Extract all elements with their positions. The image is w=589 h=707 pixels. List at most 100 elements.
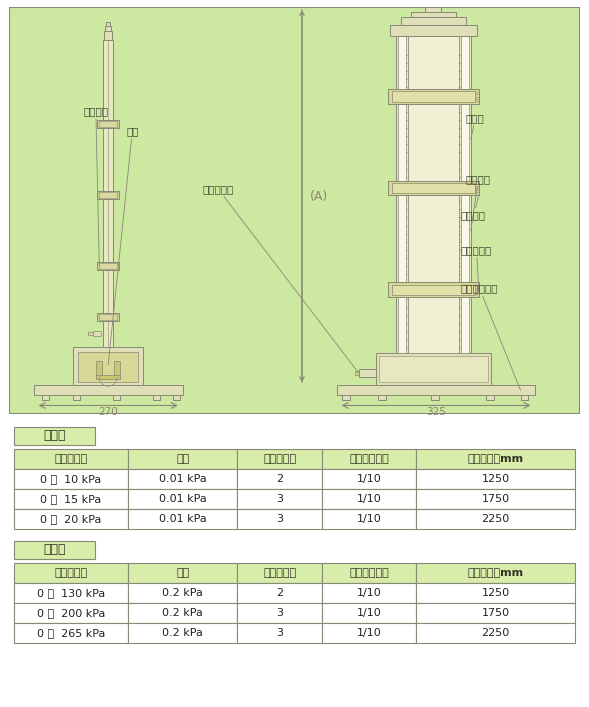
Text: カーソル数: カーソル数 — [263, 454, 296, 464]
Bar — [14, 469, 128, 489]
Text: 3: 3 — [276, 514, 283, 524]
Bar — [376, 353, 491, 385]
Text: カーソル数: カーソル数 — [263, 568, 296, 578]
Bar — [96, 361, 102, 379]
Text: 0.2 kPa: 0.2 kPa — [163, 608, 203, 618]
Bar — [97, 191, 119, 199]
Text: 液槽: 液槽 — [108, 126, 138, 365]
Bar — [416, 489, 575, 509]
Bar — [322, 469, 416, 489]
Text: 0.01 kPa: 0.01 kPa — [159, 493, 207, 503]
Bar — [103, 40, 113, 346]
Text: 目量: 目量 — [176, 568, 189, 578]
Bar — [128, 563, 237, 583]
Bar — [153, 395, 160, 400]
Bar — [42, 395, 48, 400]
Text: 0.2 kPa: 0.2 kPa — [163, 588, 203, 598]
Text: (A): (A) — [310, 189, 328, 203]
Bar — [128, 469, 237, 489]
Text: 325: 325 — [426, 407, 446, 418]
Bar — [237, 563, 322, 583]
Bar — [416, 469, 575, 489]
Bar — [237, 469, 322, 489]
Bar — [14, 603, 128, 623]
Bar — [388, 89, 479, 104]
Bar — [322, 623, 416, 643]
Text: 0 ～  10 kPa: 0 ～ 10 kPa — [40, 474, 101, 484]
Bar — [14, 489, 128, 509]
Text: カーソル: カーソル — [84, 106, 108, 265]
Bar — [14, 541, 95, 559]
Text: ガラス管: ガラス管 — [466, 174, 491, 230]
Text: 1/10: 1/10 — [357, 493, 382, 503]
Text: 2: 2 — [276, 474, 283, 484]
Text: バーニヤ: バーニヤ — [461, 195, 486, 221]
Text: 2250: 2250 — [482, 514, 510, 524]
Bar — [14, 583, 128, 603]
Bar — [416, 509, 575, 529]
Text: 水　柱: 水 柱 — [43, 429, 66, 442]
Text: 0 ～  20 kPa: 0 ～ 20 kPa — [40, 514, 102, 524]
Text: 1/10: 1/10 — [357, 608, 382, 618]
Bar — [416, 449, 575, 469]
Text: 正圧接続口: 正圧接続口 — [203, 184, 359, 373]
Bar — [100, 314, 117, 320]
Bar — [74, 346, 143, 385]
Bar — [237, 509, 322, 529]
Bar — [459, 35, 471, 353]
Bar — [322, 603, 416, 623]
Bar — [97, 313, 119, 321]
Bar — [486, 395, 494, 400]
Text: 1250: 1250 — [482, 474, 509, 484]
Bar — [78, 351, 138, 382]
Text: 1750: 1750 — [482, 493, 509, 503]
Bar — [431, 395, 439, 400]
Text: 0 ～  265 kPa: 0 ～ 265 kPa — [37, 628, 105, 638]
Bar — [128, 509, 237, 529]
Bar — [322, 449, 416, 469]
Bar — [128, 623, 237, 643]
Text: 1750: 1750 — [482, 608, 509, 618]
Bar — [128, 583, 237, 603]
Bar — [388, 181, 479, 195]
Bar — [392, 284, 475, 295]
Text: 水銀柱: 水銀柱 — [43, 543, 66, 556]
Bar — [379, 395, 386, 400]
Bar — [14, 426, 95, 445]
Bar — [342, 395, 350, 400]
Bar — [74, 395, 80, 400]
Text: 0.01 kPa: 0.01 kPa — [159, 514, 207, 524]
Bar — [237, 583, 322, 603]
Bar — [408, 35, 459, 353]
Bar — [396, 35, 408, 353]
Text: 負圧接続口: 負圧接続口 — [461, 245, 492, 292]
Bar — [14, 449, 128, 469]
Text: 1/10: 1/10 — [357, 514, 382, 524]
Bar — [105, 26, 111, 32]
Bar — [425, 7, 441, 12]
Bar — [106, 23, 110, 26]
Bar — [355, 371, 359, 375]
Bar — [401, 17, 466, 25]
Bar — [411, 12, 456, 17]
Bar — [128, 603, 237, 623]
Text: 1/10: 1/10 — [357, 628, 382, 638]
Text: 0 ～  15 kPa: 0 ～ 15 kPa — [40, 493, 101, 503]
Text: 1/10: 1/10 — [357, 474, 382, 484]
Bar — [14, 509, 128, 529]
Text: バーニア表示: バーニア表示 — [349, 568, 389, 578]
Text: 0 ～  200 kPa: 0 ～ 200 kPa — [37, 608, 105, 618]
Bar — [359, 369, 376, 377]
Bar — [391, 25, 477, 35]
Text: 圧力の範囲: 圧力の範囲 — [54, 454, 88, 464]
Text: 3: 3 — [276, 628, 283, 638]
Bar — [14, 623, 128, 643]
Bar — [379, 356, 488, 382]
Bar — [34, 385, 183, 395]
Bar — [88, 332, 93, 335]
Bar — [521, 395, 528, 400]
Text: 圧力の範囲: 圧力の範囲 — [54, 568, 88, 578]
Bar — [128, 489, 237, 509]
Text: 0.2 kPa: 0.2 kPa — [163, 628, 203, 638]
Bar — [100, 263, 117, 269]
